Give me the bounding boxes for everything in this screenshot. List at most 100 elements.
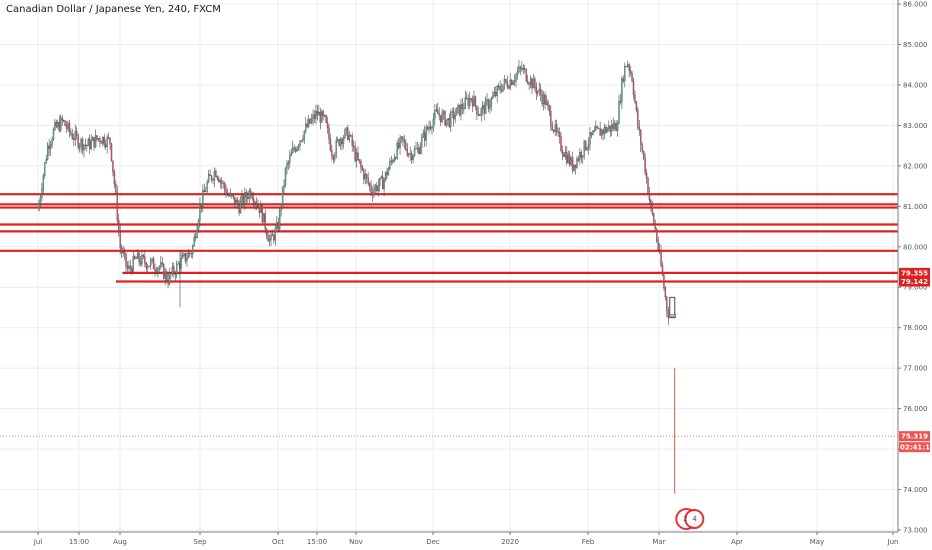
- candle-body: [526, 80, 529, 84]
- candle-body: [93, 137, 95, 148]
- candle-body: [506, 81, 509, 87]
- candle-body: [621, 78, 623, 103]
- level-price-label: 79.355: [901, 269, 928, 277]
- candle-body: [563, 154, 565, 157]
- time-axis-label: Mar: [652, 538, 665, 546]
- candle-body: [415, 148, 417, 150]
- candle-body: [561, 150, 564, 155]
- candle-body: [181, 255, 184, 259]
- candle-body: [600, 129, 603, 136]
- candle-body: [267, 235, 269, 242]
- candle-body: [431, 127, 433, 129]
- candle-body: [454, 115, 456, 120]
- candle-body: [648, 193, 651, 201]
- candle-body: [599, 128, 601, 136]
- price-axis-label: 85.000: [903, 41, 928, 49]
- candle-body: [278, 209, 281, 230]
- candle-body: [128, 265, 130, 269]
- level-price-badge: [899, 276, 930, 287]
- candle-body: [218, 178, 220, 183]
- candle-body: [241, 195, 243, 202]
- candle-body: [357, 152, 359, 160]
- candle-body: [209, 174, 211, 177]
- candle-body: [438, 113, 440, 116]
- candle-body: [84, 144, 87, 146]
- candle-body: [45, 159, 47, 163]
- candle-body: [292, 147, 294, 154]
- candle-body: [94, 135, 97, 148]
- candle-body: [422, 132, 424, 138]
- candle-body: [553, 129, 555, 132]
- time-axis-label: 15:00: [307, 538, 327, 546]
- candle-body: [570, 157, 572, 165]
- candle-body: [207, 174, 210, 183]
- candle-body: [586, 147, 588, 150]
- candle-body: [244, 192, 246, 205]
- candle-body: [558, 132, 561, 137]
- current-price-label: 75.319: [901, 433, 928, 441]
- candle-body: [425, 126, 427, 141]
- candle-body: [231, 193, 233, 196]
- candle-body: [62, 120, 65, 122]
- candle-body: [513, 80, 516, 83]
- candle-body: [245, 192, 248, 198]
- candle-body: [653, 213, 655, 224]
- candle-body: [405, 142, 407, 150]
- candle-body: [629, 70, 632, 74]
- candle-body: [550, 110, 552, 127]
- candle-body: [524, 67, 526, 70]
- candle-body: [302, 139, 304, 141]
- candle-body: [631, 73, 633, 82]
- candle-body: [158, 266, 161, 269]
- candle-body: [619, 100, 622, 103]
- candle-body: [554, 124, 556, 132]
- candle-body: [393, 157, 395, 162]
- candle-body: [48, 145, 50, 149]
- candle-body: [569, 154, 571, 165]
- candle-body: [627, 64, 629, 67]
- candle-body: [168, 272, 171, 285]
- candle-body: [448, 118, 451, 127]
- candle-body: [538, 89, 540, 92]
- candle-body: [590, 132, 593, 136]
- candle-body: [467, 98, 469, 106]
- candle-body: [331, 150, 333, 157]
- candle-body: [537, 91, 539, 94]
- candle-body: [490, 98, 493, 106]
- candle-body: [658, 249, 661, 251]
- candle-body: [416, 147, 419, 149]
- candle-body: [265, 229, 268, 237]
- candle-body: [294, 148, 297, 152]
- candle-body: [471, 99, 474, 107]
- candle-body: [437, 109, 439, 114]
- candle-body: [624, 66, 626, 82]
- candle-body: [96, 135, 98, 140]
- level-price-badge: [899, 267, 930, 278]
- candle-body: [171, 266, 174, 275]
- candle-body: [361, 166, 364, 171]
- candle-body: [650, 199, 652, 205]
- candle-body: [319, 112, 322, 123]
- candle-body: [309, 118, 311, 124]
- candle-body: [664, 287, 667, 298]
- economic-event-icon[interactable]: [684, 509, 705, 529]
- candle-body: [300, 140, 303, 142]
- candle-body: [170, 272, 172, 275]
- candle-body: [184, 253, 187, 262]
- candle-body: [274, 228, 277, 241]
- candle-body: [386, 171, 388, 176]
- candle-body: [255, 202, 258, 206]
- candle-body: [410, 153, 413, 160]
- candle-body: [634, 94, 636, 103]
- candle-body: [579, 152, 581, 161]
- candle-body: [603, 126, 606, 134]
- candle-body: [106, 136, 108, 148]
- candle-body: [663, 275, 665, 289]
- candle-body: [622, 78, 625, 82]
- candle-body: [283, 185, 285, 187]
- candle-body: [322, 111, 324, 116]
- candle-body: [355, 152, 358, 161]
- candle-body: [397, 142, 400, 148]
